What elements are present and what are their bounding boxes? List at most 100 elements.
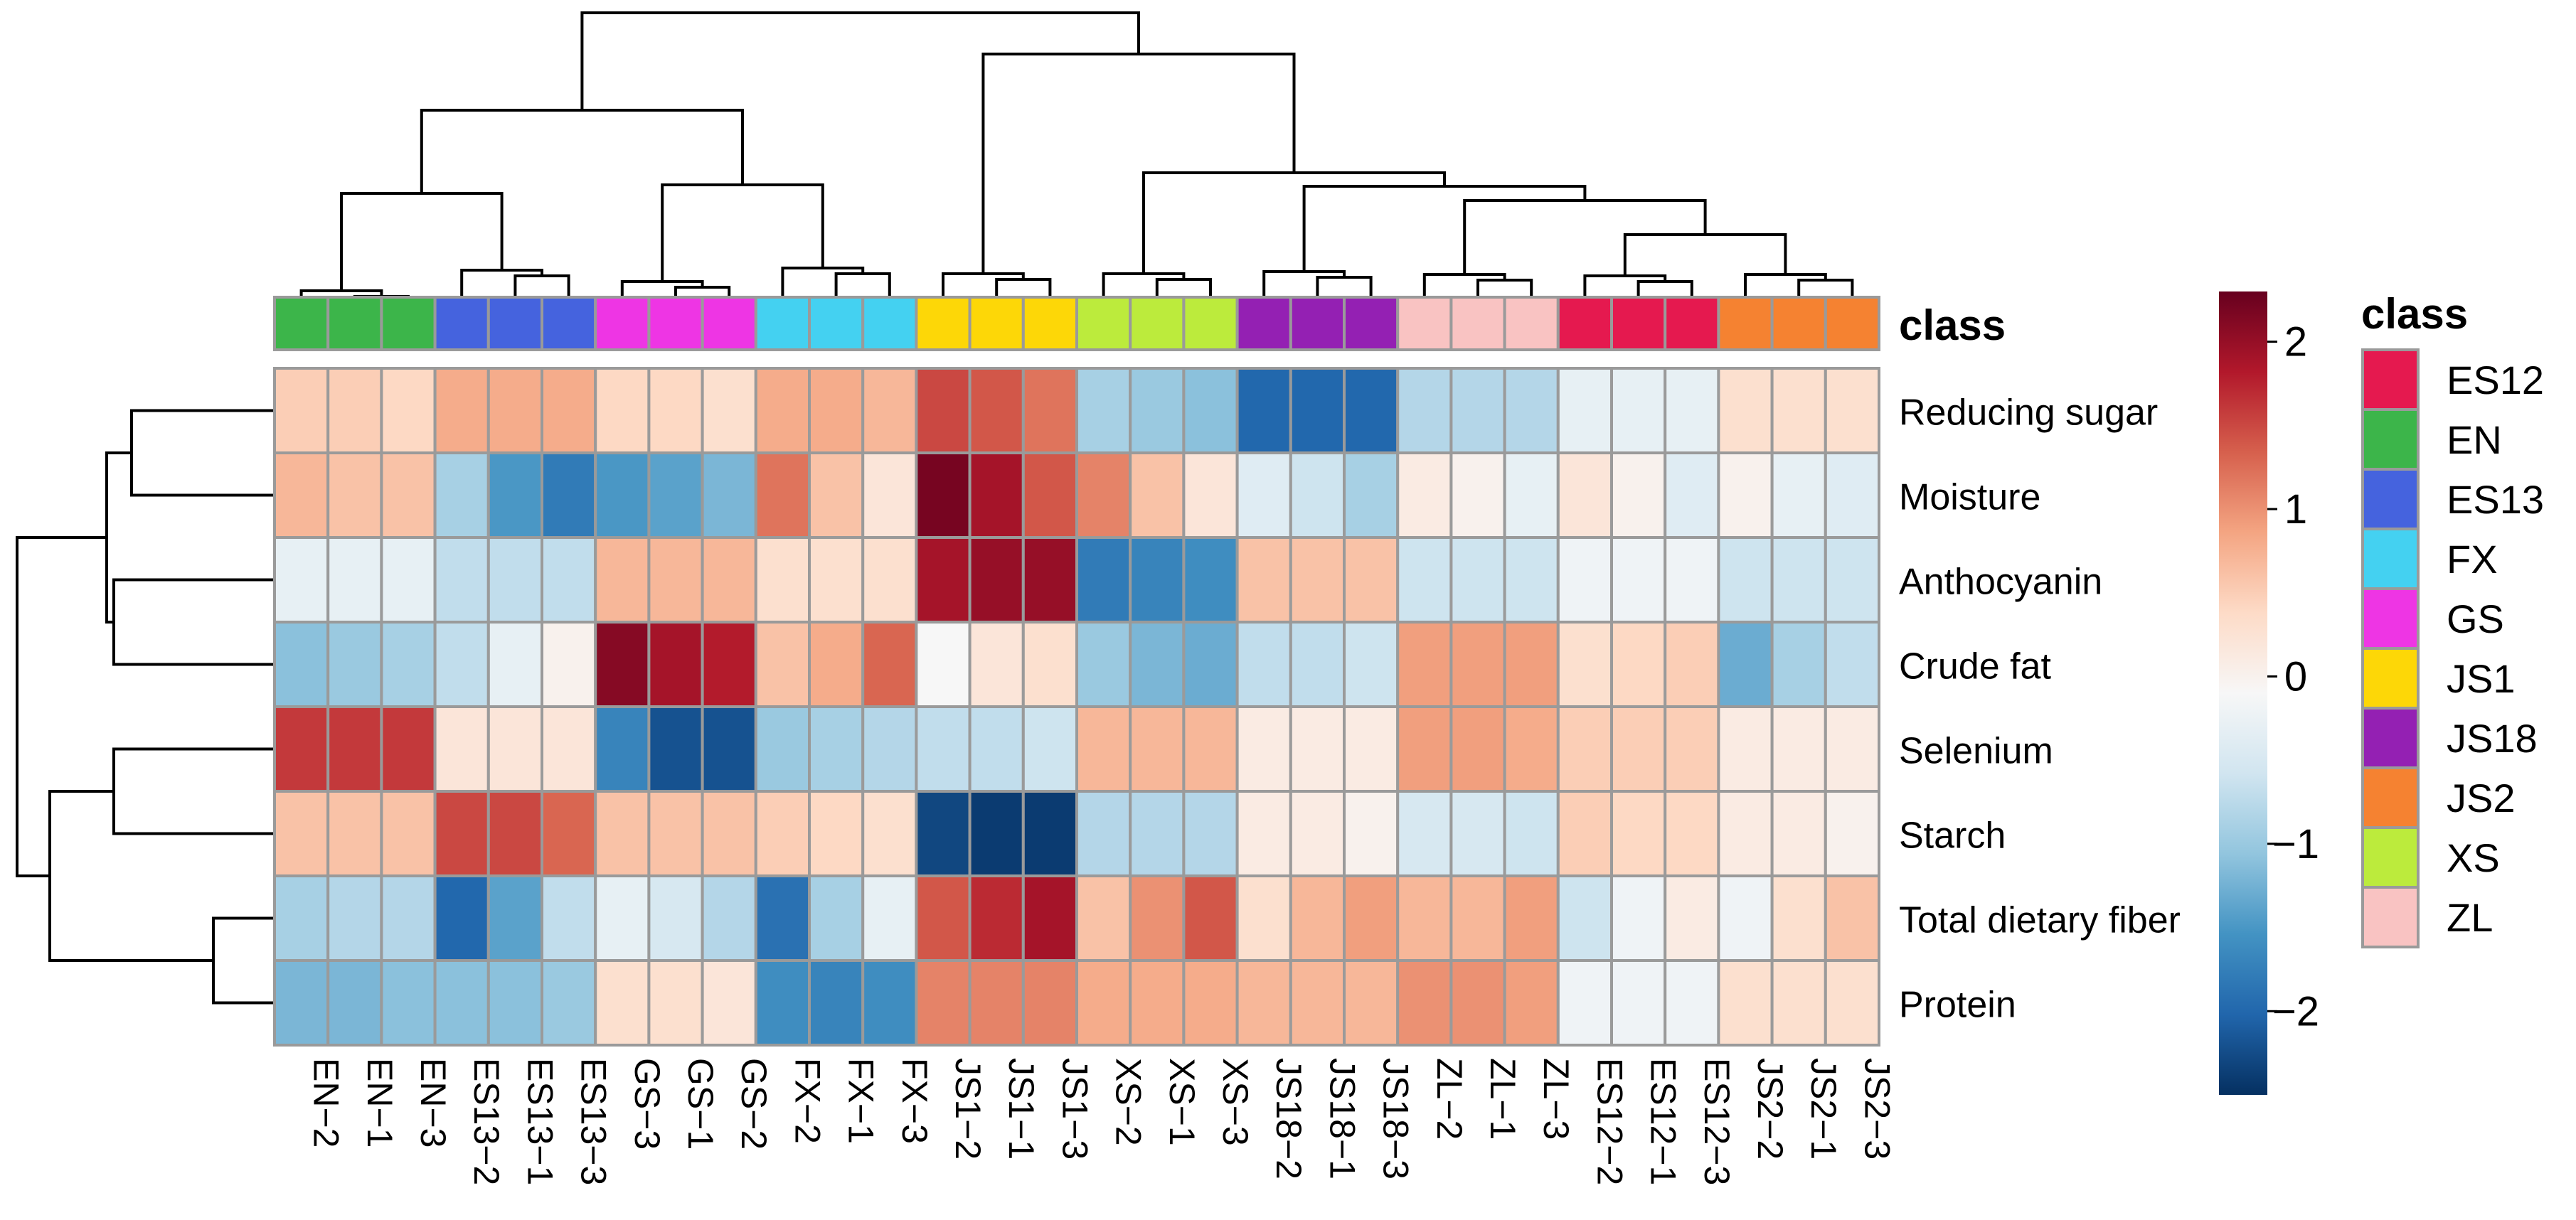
column-label: FX−1 — [841, 1058, 881, 1144]
heatmap-cell — [1129, 705, 1186, 793]
column-labels: EN−2 EN−1 EN−3 ES13−2 ES13−1 ES13−3 GS−3 GS−1 GS… — [307, 1058, 1898, 1185]
column-label: ES12−2 — [1590, 1058, 1629, 1185]
heatmap-cell — [1610, 959, 1667, 1047]
heatmap-cell — [1770, 621, 1827, 708]
heatmap-cell — [1075, 874, 1132, 962]
column-label: JS18−3 — [1376, 1058, 1416, 1179]
heatmap-cell — [1182, 705, 1239, 793]
heatmap-cell — [701, 367, 757, 454]
legend-entry: JS2 — [2447, 776, 2516, 820]
heatmap-cell — [433, 536, 490, 624]
heatmap-cell — [1289, 367, 1346, 454]
heatmap-cell — [1343, 959, 1400, 1047]
legend-entry: EN — [2447, 417, 2502, 462]
heatmap-cell — [594, 451, 651, 539]
column-label: XS−1 — [1162, 1058, 1202, 1146]
class-legend: ES12 EN ES13 FX GS JS1 JS18 JS2 XS ZL — [2361, 348, 2544, 948]
heatmap-cell — [701, 790, 757, 877]
heatmap-cell — [1770, 367, 1827, 454]
heatmap-cell — [861, 874, 918, 962]
heatmap-cell — [808, 536, 865, 624]
column-label: JS2−2 — [1750, 1058, 1790, 1160]
heatmap-cell — [1717, 621, 1774, 708]
row-label: Total dietary fiber — [1899, 900, 2181, 941]
heatmap-cell — [968, 367, 1025, 454]
heatmap-cell — [1075, 959, 1132, 1047]
row-dendrogram — [16, 409, 275, 1005]
legend-entry: XS — [2447, 835, 2500, 880]
legend-swatch — [2361, 528, 2420, 590]
heatmap-cell — [486, 790, 543, 877]
heatmap-cell — [1182, 536, 1239, 624]
heatmap-cell — [486, 705, 543, 793]
column-label: JS18−2 — [1269, 1058, 1309, 1179]
class-cell — [541, 296, 597, 351]
heatmap-cell — [1770, 536, 1827, 624]
heatmap-cell — [326, 874, 383, 962]
heatmap-cell — [915, 536, 972, 624]
heatmap-cell — [433, 621, 490, 708]
row-label: Moisture — [1899, 477, 2040, 518]
heatmap-cell — [1610, 621, 1667, 708]
legend-entry: JS1 — [2447, 656, 2516, 701]
column-label: ZL−2 — [1430, 1058, 1469, 1140]
heatmap-cell — [1449, 536, 1506, 624]
column-label: ES13−3 — [574, 1058, 614, 1185]
heatmap-cell — [273, 705, 330, 793]
heatmap-cells — [273, 367, 1881, 1047]
colorbar-tick-label: 1 — [2284, 486, 2307, 533]
heatmap-cell — [380, 367, 437, 454]
heatmap-cell — [1021, 790, 1079, 877]
heatmap-cell — [1664, 451, 1720, 539]
heatmap-cell — [808, 367, 865, 454]
row-label: Protein — [1899, 985, 2016, 1026]
heatmap-cell — [541, 705, 597, 793]
heatmap-cell — [915, 367, 972, 454]
column-label: FX−3 — [895, 1058, 935, 1144]
heatmap-cell — [1182, 790, 1239, 877]
class-cell — [1396, 296, 1453, 351]
heatmap-cell — [1396, 621, 1453, 708]
heatmap-cell — [273, 451, 330, 539]
class-cell — [486, 296, 543, 351]
heatmap-cell — [861, 621, 918, 708]
colorbar-ticks: 2 1 0 −1 −2 — [2267, 319, 2319, 1034]
class-cell — [1343, 296, 1400, 351]
heatmap-cell — [594, 790, 651, 877]
heatmap-cell — [1129, 959, 1186, 1047]
heatmap-cell — [1396, 451, 1453, 539]
heatmap-cell — [861, 959, 918, 1047]
heatmap-cell — [1717, 367, 1774, 454]
class-cell — [594, 296, 651, 351]
heatmap-cell — [1824, 874, 1881, 962]
heatmap-cell — [1503, 621, 1560, 708]
heatmap-cell — [701, 451, 757, 539]
heatmap-cell — [808, 959, 865, 1047]
class-cell — [1235, 296, 1292, 351]
heatmap-cell — [861, 451, 918, 539]
heatmap-cell — [326, 536, 383, 624]
heatmap-cell — [1182, 451, 1239, 539]
heatmap-cell — [1824, 705, 1881, 793]
heatmap-cell — [1396, 959, 1453, 1047]
heatmap-cell — [1449, 451, 1506, 539]
heatmap-cell — [594, 705, 651, 793]
heatmap-cell — [754, 367, 811, 454]
heatmap-cell — [1449, 621, 1506, 708]
class-annotation-label: class — [1899, 301, 2006, 349]
class-cell — [1075, 296, 1132, 351]
legend-swatch — [2361, 766, 2420, 829]
heatmap-cell — [1556, 621, 1614, 708]
heatmap-cell — [915, 621, 972, 708]
column-label: JS1−2 — [948, 1058, 988, 1160]
heatmap-cell — [433, 874, 490, 962]
class-cell — [1449, 296, 1506, 351]
column-label: ES13−2 — [467, 1058, 506, 1185]
column-label: JS1−3 — [1055, 1058, 1095, 1160]
legend-entry: JS18 — [2447, 716, 2538, 761]
heatmap-cell — [1824, 790, 1881, 877]
heatmap-cell — [1182, 959, 1239, 1047]
class-cell — [754, 296, 811, 351]
heatmap-cell — [486, 959, 543, 1047]
class-cell — [1770, 296, 1827, 351]
